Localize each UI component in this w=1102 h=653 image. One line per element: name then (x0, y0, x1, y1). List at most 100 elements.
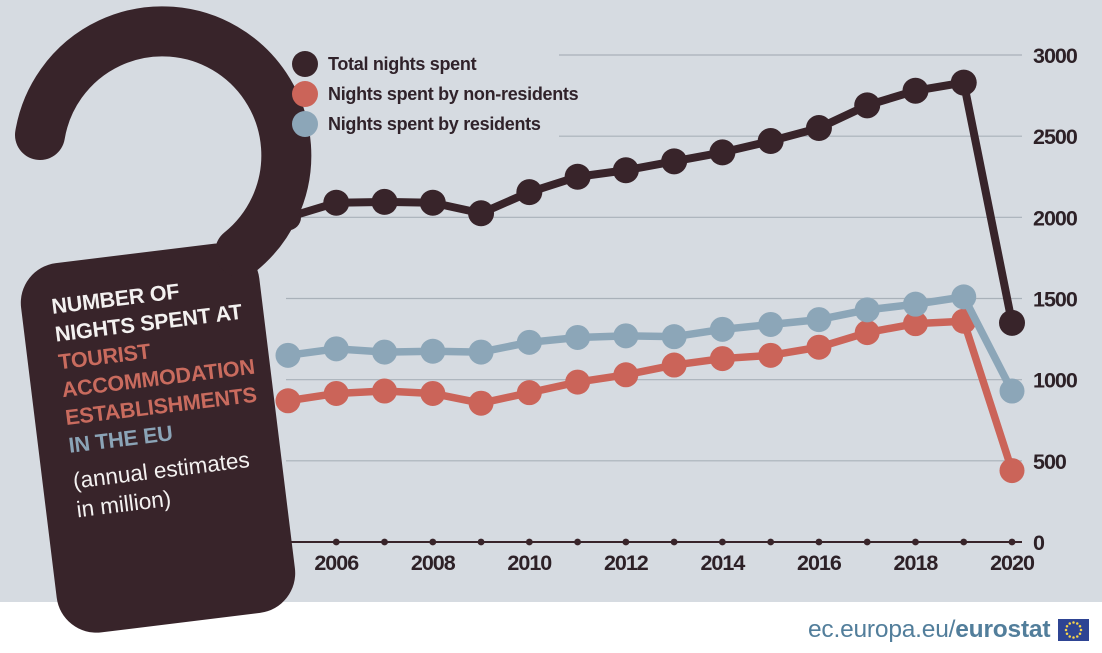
eu-flag-stars (1065, 621, 1083, 639)
data-point (661, 352, 687, 378)
series-residents (275, 284, 1025, 404)
data-point (564, 163, 591, 190)
y-gridlines (286, 54, 1022, 462)
door-hanger-graphic (15, 6, 312, 633)
data-point (709, 346, 735, 372)
data-point (758, 342, 784, 368)
x-axis-year-dot (381, 538, 388, 546)
data-point (805, 115, 832, 142)
eurostat-link-prefix: ec.europa.eu/ (808, 616, 956, 643)
chart-title: NUMBER OF NIGHTS SPENT AT TOURIST ACCOMM… (50, 264, 317, 525)
data-point (323, 189, 350, 216)
series-total (275, 69, 1026, 336)
data-point (420, 380, 446, 406)
data-point (516, 179, 543, 206)
data-point (372, 378, 398, 404)
data-point (758, 311, 784, 337)
x-tick-label: 2010 (507, 551, 552, 575)
legend-dot-total-icon (292, 51, 318, 77)
data-point (468, 200, 495, 227)
data-point (806, 334, 832, 360)
x-axis-year-dot (1008, 538, 1016, 546)
eu-flag-icon (1058, 619, 1090, 641)
x-tick-labels: 2006 2008 2010 2012 2014 2016 2018 2020 (314, 551, 1036, 575)
eurostat-link-brand: eurostat (955, 616, 1051, 643)
data-point (661, 324, 687, 350)
data-point (902, 311, 928, 337)
x-axis-year-dot (912, 538, 919, 546)
legend-label-total: Total nights spent (328, 53, 477, 74)
data-point (613, 323, 639, 349)
x-axis-year-dot (719, 538, 726, 546)
data-point (275, 388, 301, 414)
data-point (709, 316, 735, 342)
data-point (806, 307, 832, 333)
data-point (999, 458, 1025, 484)
data-point (468, 339, 494, 365)
x-tick-label: 2008 (411, 551, 456, 575)
eurostat-link[interactable]: ec.europa.eu/eurostat (808, 616, 1051, 644)
legend-dot-non-residents-icon (292, 81, 318, 107)
x-axis-year-dot (477, 538, 485, 546)
x-tick-label: 2020 (990, 551, 1035, 575)
series-non-residents (275, 308, 1025, 484)
x-tick-label: 2016 (797, 551, 842, 575)
x-axis-year-dot (622, 538, 630, 546)
x-axis-year-dot (767, 538, 775, 546)
x-axis-year-dot (574, 538, 582, 546)
data-point (565, 324, 591, 350)
y-tick-label: 2500 (1033, 125, 1078, 149)
x-tick-label: 2006 (314, 551, 359, 575)
x-axis-year-dot (429, 538, 437, 546)
y-tick-label: 1500 (1033, 288, 1078, 312)
data-point (516, 380, 542, 406)
data-point (951, 284, 977, 310)
data-point (323, 336, 349, 362)
y-tick-label: 3000 (1033, 44, 1078, 68)
y-tick-labels: 0 500 1000 1500 2000 2500 3000 (1033, 44, 1079, 555)
data-point (661, 148, 688, 175)
data-point (323, 380, 349, 406)
footer: ec.europa.eu/eurostat (808, 616, 1090, 644)
data-point (565, 369, 591, 395)
x-axis-year-dot (863, 538, 871, 546)
data-point (854, 320, 880, 346)
chart-legend: Total nights spent Nights spent by non-r… (292, 49, 579, 139)
data-point (372, 339, 398, 365)
x-axis-year-dot (525, 538, 533, 546)
legend-item-total: Total nights spent (292, 49, 578, 79)
data-point (612, 157, 639, 184)
y-tick-label: 500 (1033, 450, 1067, 474)
y-tick-label: 1000 (1033, 369, 1078, 393)
data-point (419, 189, 446, 216)
door-hanger-hook (15, 6, 312, 277)
data-point (613, 362, 639, 388)
data-point (516, 329, 542, 355)
x-axis-year-dot (332, 538, 340, 546)
x-axis-year-dot (960, 538, 968, 546)
data-point (902, 77, 929, 104)
data-point (709, 139, 736, 166)
y-tick-label: 2000 (1033, 206, 1078, 230)
x-tick-label: 2012 (604, 551, 649, 575)
y-tick-label: 0 (1033, 531, 1045, 555)
x-tick-label: 2014 (700, 551, 745, 575)
legend-dot-residents-icon (292, 111, 318, 137)
data-point (468, 390, 494, 416)
data-point (371, 188, 398, 215)
data-point (999, 378, 1025, 404)
x-axis-year-dot (815, 538, 823, 546)
x-tick-label: 2018 (894, 551, 939, 575)
data-point (902, 291, 928, 317)
x-axis-year-dot (670, 538, 678, 546)
door-hanger-body (20, 243, 296, 633)
legend-label-residents: Nights spent by residents (328, 113, 541, 134)
x-axis (284, 538, 1022, 546)
data-point (999, 309, 1026, 336)
data-point (854, 92, 881, 119)
data-point (757, 128, 784, 155)
legend-label-non-residents: Nights spent by non-residents (328, 83, 579, 104)
data-point (950, 69, 977, 96)
